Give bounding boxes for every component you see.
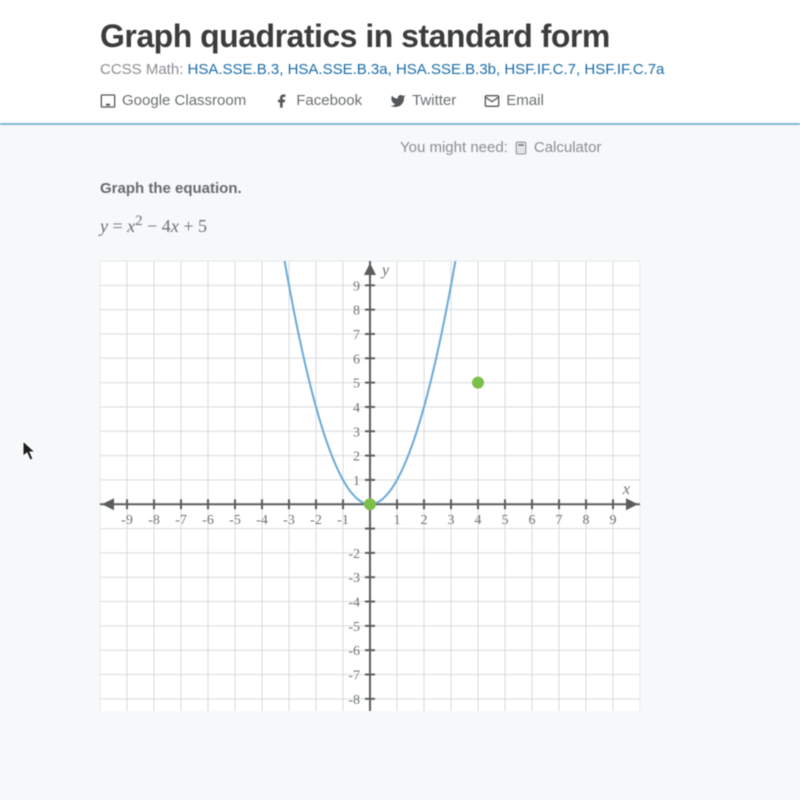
svg-text:3: 3 xyxy=(353,425,360,440)
svg-text:2: 2 xyxy=(353,450,360,465)
svg-text:-8: -8 xyxy=(148,513,160,528)
svg-text:-7: -7 xyxy=(348,669,360,684)
svg-text:-6: -6 xyxy=(348,644,360,659)
ccss-label: CCSS Math: xyxy=(100,61,188,78)
svg-text:1: 1 xyxy=(353,474,360,489)
share-email-label: Email xyxy=(506,92,544,109)
twitter-icon xyxy=(390,93,406,109)
equation: y = x2 − 4x + 5 xyxy=(100,213,800,237)
share-google-classroom[interactable]: Google Classroom xyxy=(100,92,246,109)
svg-text:-5: -5 xyxy=(229,513,241,528)
svg-text:9: 9 xyxy=(353,279,360,294)
email-icon xyxy=(484,93,500,109)
ccss-standards: CCSS Math: HSA.SSE.B.3, HSA.SSE.B.3a, HS… xyxy=(100,61,760,78)
hint-tool[interactable]: Calculator xyxy=(534,139,602,156)
svg-text:-2: -2 xyxy=(348,547,360,562)
svg-text:-2: -2 xyxy=(310,513,322,528)
svg-text:-5: -5 xyxy=(348,620,360,635)
share-twitter[interactable]: Twitter xyxy=(390,92,456,109)
svg-text:-3: -3 xyxy=(348,571,360,586)
svg-text:1: 1 xyxy=(394,513,401,528)
svg-text:5: 5 xyxy=(502,513,509,528)
mouse-cursor-icon xyxy=(22,440,38,462)
facebook-icon xyxy=(274,93,290,109)
svg-text:-7: -7 xyxy=(175,513,187,528)
share-row: Google Classroom Facebook Twitter Email xyxy=(100,92,760,123)
share-facebook[interactable]: Facebook xyxy=(274,92,362,109)
svg-text:2: 2 xyxy=(421,513,428,528)
svg-text:7: 7 xyxy=(353,328,360,343)
svg-text:-1: -1 xyxy=(337,513,349,528)
svg-text:-8: -8 xyxy=(348,693,360,708)
svg-text:x: x xyxy=(622,481,630,498)
svg-text:3: 3 xyxy=(448,513,455,528)
problem-prompt: Graph the equation. xyxy=(100,180,800,197)
hint-label: You might need: xyxy=(400,139,508,156)
share-facebook-label: Facebook xyxy=(296,92,362,109)
svg-text:4: 4 xyxy=(475,513,482,528)
svg-text:8: 8 xyxy=(583,513,590,528)
calculator-icon xyxy=(514,141,528,155)
svg-text:-6: -6 xyxy=(202,513,214,528)
svg-text:y: y xyxy=(380,262,390,279)
svg-text:-4: -4 xyxy=(348,596,360,611)
coordinate-graph[interactable]: -9 -8 -7 -6 -5 -4 -3 -2 -1 1 2 3 4 5 6 7 8 9 1 2 3 4 5 6 7 8 9 -2 -3… xyxy=(100,261,640,711)
svg-text:6: 6 xyxy=(529,513,536,528)
svg-text:-9: -9 xyxy=(121,513,133,528)
svg-text:7: 7 xyxy=(556,513,563,528)
ccss-links[interactable]: HSA.SSE.B.3, HSA.SSE.B.3a, HSA.SSE.B.3b,… xyxy=(188,61,665,78)
svg-text:4: 4 xyxy=(353,401,360,416)
hint-row: You might need: Calculator xyxy=(400,139,800,156)
google-classroom-icon xyxy=(100,93,116,109)
svg-text:9: 9 xyxy=(610,513,617,528)
share-google-label: Google Classroom xyxy=(122,92,246,109)
svg-text:-3: -3 xyxy=(283,513,295,528)
svg-text:8: 8 xyxy=(353,304,360,319)
svg-text:-4: -4 xyxy=(256,513,268,528)
share-twitter-label: Twitter xyxy=(412,92,456,109)
page-title: Graph quadratics in standard form xyxy=(100,18,760,55)
svg-text:6: 6 xyxy=(353,352,360,367)
share-email[interactable]: Email xyxy=(484,92,544,109)
svg-text:5: 5 xyxy=(353,377,360,392)
